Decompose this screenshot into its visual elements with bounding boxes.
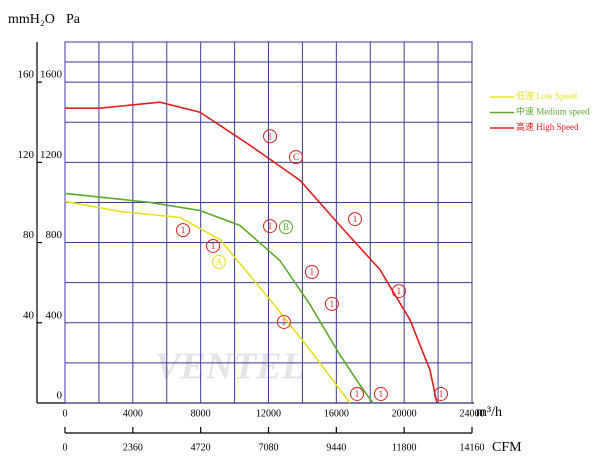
marker-label: C (293, 152, 299, 162)
marker-label: A (216, 257, 223, 267)
marker (350, 386, 365, 401)
marker (211, 255, 226, 270)
x2-tick-label: 7080 (259, 442, 279, 453)
marker (347, 212, 362, 227)
x-tick-label: 24000 (460, 408, 485, 419)
legend-label: 中速 Medium speed (516, 106, 590, 117)
marker-label: 1 (181, 225, 186, 235)
series-line (64, 200, 351, 404)
marker (263, 219, 278, 234)
marker (276, 314, 291, 329)
marker-label: 1 (211, 241, 216, 251)
x-axis-label: m³/h (476, 405, 502, 420)
x-tick-label: 0 (63, 408, 68, 419)
marker-label: 1 (268, 131, 273, 141)
y-tick-label: 0 (57, 390, 63, 402)
x2-tick-label: 9440 (326, 442, 346, 453)
marker (324, 296, 339, 311)
watermark: VENTEL (155, 346, 305, 388)
marker-label: 1 (330, 299, 335, 309)
marker (278, 220, 293, 235)
x-tick-label: 12000 (256, 408, 281, 419)
marker-label: 1 (355, 389, 360, 399)
marker (176, 223, 191, 238)
marker-label: 1 (439, 389, 444, 399)
y2-tick-label: 160 (18, 69, 35, 81)
y2-tick-label: 80 (23, 229, 35, 241)
y-axis-label-pa: Pa (66, 12, 81, 27)
marker-label: 1 (397, 286, 402, 296)
marker-label: 1 (353, 214, 358, 224)
x-tick-label: 4000 (123, 408, 143, 419)
marker (391, 284, 406, 299)
y-tick-label: 1200 (40, 149, 63, 161)
x2-tick-label: 4720 (191, 442, 211, 453)
x2-tick-label: 0 (63, 442, 68, 453)
marker-label: B (283, 222, 289, 232)
x-tick-label: 20000 (392, 408, 417, 419)
x2-tick-label: 2360 (123, 442, 143, 453)
marker (304, 265, 319, 280)
y-tick-label: 800 (46, 229, 63, 241)
y-tick-label: 1600 (40, 69, 63, 81)
y2-tick-label: 40 (23, 309, 35, 321)
series-line (65, 101, 438, 404)
marker (263, 129, 278, 144)
marker-label: 1 (268, 221, 273, 231)
y2-tick-label: 120 (18, 149, 35, 161)
x-tick-label: 8000 (191, 408, 211, 419)
marker (206, 238, 221, 253)
marker-label: 1 (379, 389, 384, 399)
y-axis-label: mmH₂O (8, 12, 55, 27)
marker (433, 386, 448, 401)
series-line (64, 192, 374, 404)
legend-label: 高速 High Speed (516, 121, 579, 132)
legend-label: 低速 Low Speed (516, 90, 577, 101)
x2-tick-label: 14160 (460, 442, 485, 453)
marker-label: 1 (310, 267, 315, 277)
marker-label: 1 (282, 317, 287, 327)
marker (373, 386, 388, 401)
x-tick-label: 16000 (324, 408, 349, 419)
marker (288, 150, 303, 165)
plot-frame (64, 41, 473, 404)
x2-tick-label: 11800 (392, 442, 417, 453)
y-tick-label: 400 (46, 309, 63, 321)
x2-axis-label: CFM (492, 440, 522, 455)
